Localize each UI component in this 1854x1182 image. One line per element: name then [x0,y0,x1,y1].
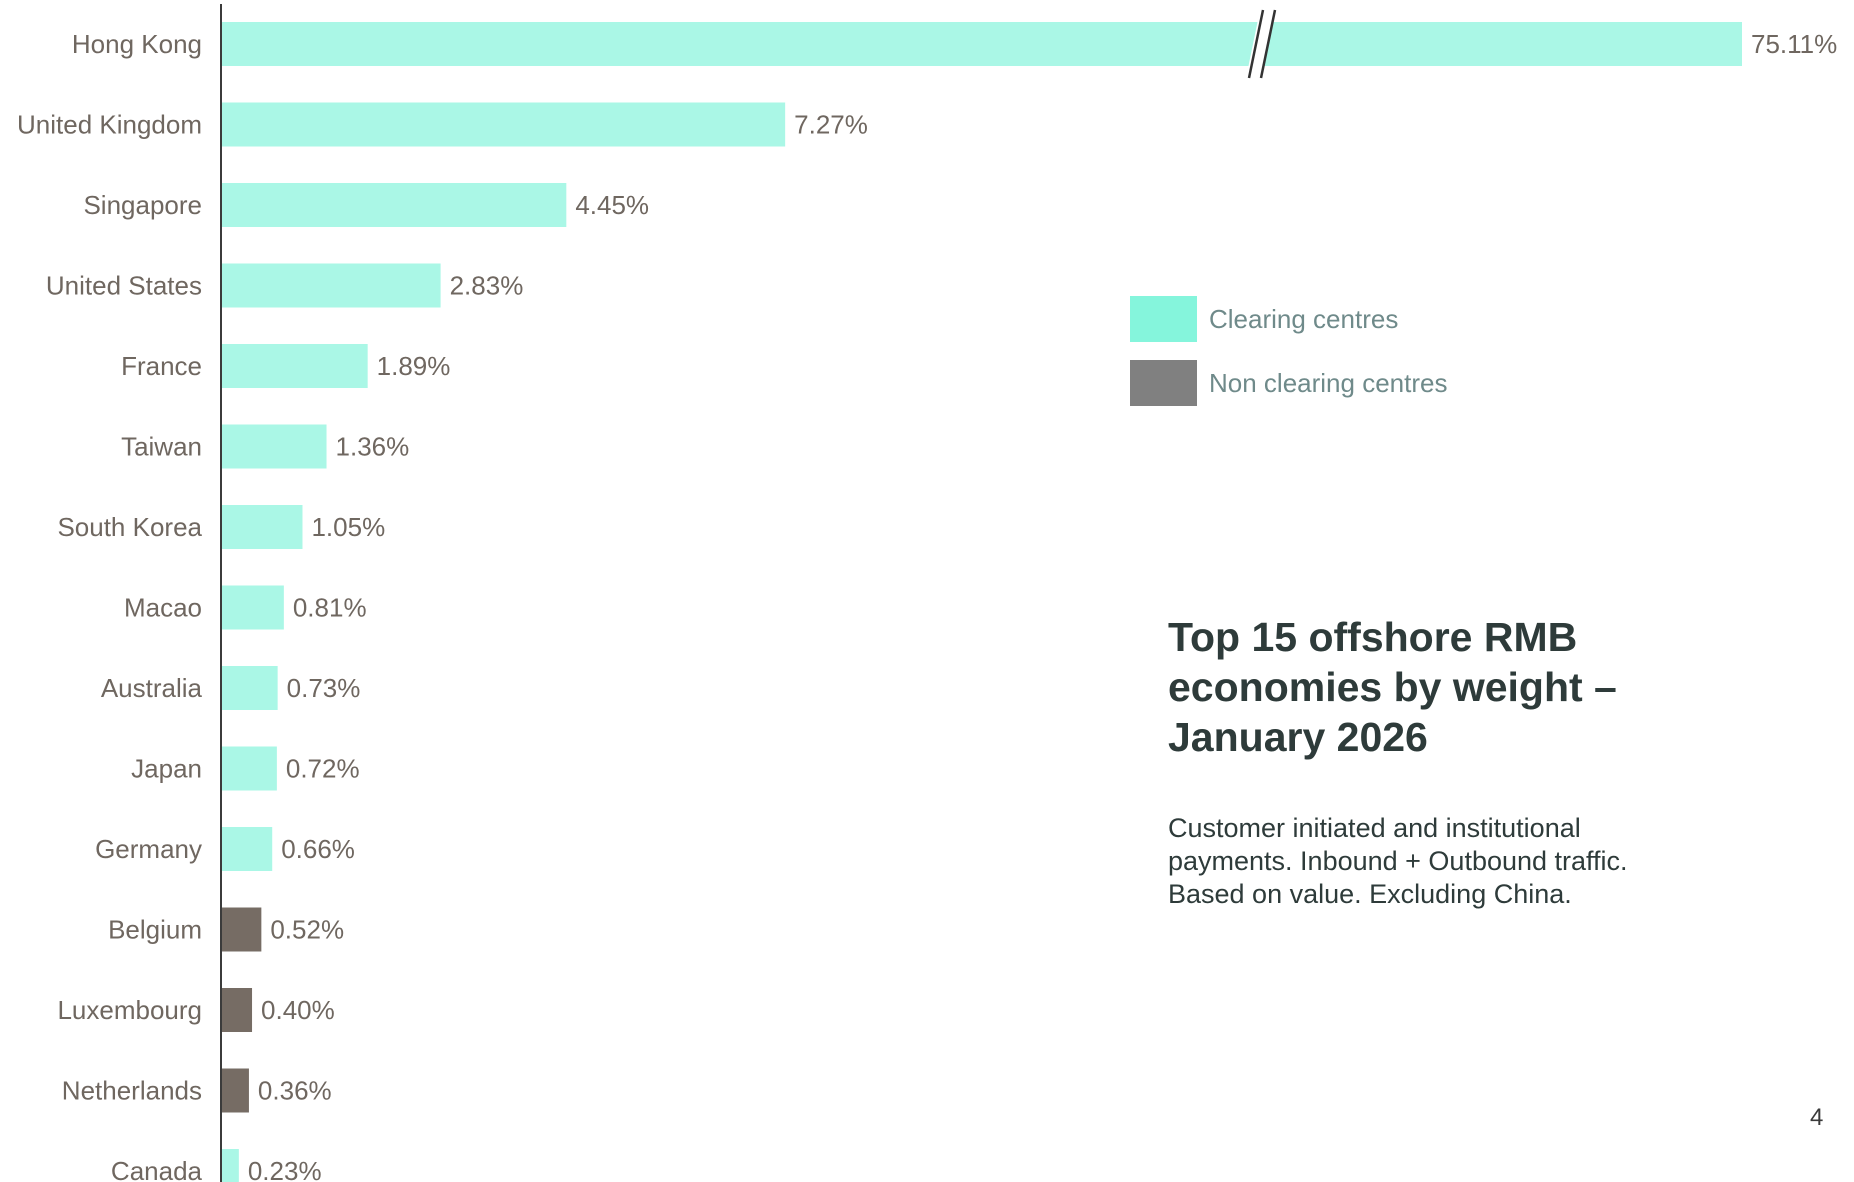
bar-japan [221,746,277,791]
category-label: Belgium [108,915,202,945]
bar-singapore [221,183,567,227]
bar-germany [221,827,273,871]
value-label: 1.36% [336,432,410,462]
chart-subtitle-line: Customer initiated and institutional [1168,813,1581,843]
bar-canada [221,1149,239,1182]
category-label: Canada [111,1156,203,1182]
category-label: Macao [124,593,202,623]
axis-break-line [1259,9,1277,79]
chart-subtitle: Customer initiated and institutional pay… [1168,812,1688,911]
value-label: 0.73% [287,673,361,703]
legend-swatch-clearing [1130,296,1197,342]
axis-break-mark [1246,9,1277,79]
bar-australia [221,666,278,710]
legend-swatch-non-clearing [1130,360,1197,406]
category-label: Luxembourg [57,995,202,1025]
legend-item-non-clearing: Non clearing centres [1130,360,1447,406]
legend: Clearing centres Non clearing centres [1130,296,1447,424]
chart-title-line: economies by weight – [1168,664,1617,710]
bar-south-korea [221,505,303,549]
bar-hong-kong [221,22,1742,66]
value-label: 1.89% [377,351,451,381]
value-label: 4.45% [575,190,649,220]
axis-break-line [1247,9,1265,79]
category-label: Singapore [83,190,202,220]
legend-label-clearing: Clearing centres [1209,303,1399,334]
value-label: 0.40% [261,995,335,1025]
category-label: Germany [95,834,202,864]
chart-title: Top 15 offshore RMB economies by weight … [1168,612,1688,762]
value-label: 0.36% [258,1076,332,1106]
category-label: Japan [131,754,202,784]
category-label: France [121,351,202,381]
category-label: South Korea [57,512,202,542]
value-label: 0.52% [270,915,344,945]
bar-macao [221,585,284,630]
value-labels-group: 75.11% 7.27% 4.45% 2.83% 1.89% 1.36% 1.05% 0.81… [248,29,1837,1182]
chart-title-line: January 2026 [1168,714,1428,760]
category-label: United Kingdom [17,110,202,140]
legend-item-clearing: Clearing centres [1130,296,1447,342]
value-label: 7.27% [794,110,868,140]
chart-subtitle-line: payments. Inbound + Outbound traffic. [1168,846,1628,876]
bar-luxembourg [221,988,253,1032]
bar-taiwan [221,424,327,469]
category-label: Australia [101,673,203,703]
chart-title-line: Top 15 offshore RMB [1168,614,1578,660]
bar-france [221,344,368,388]
chart-subtitle-line: Based on value. Excluding China. [1168,879,1572,909]
value-label: 0.72% [286,754,360,784]
bar-united-states [221,263,441,308]
bar-netherlands [221,1068,249,1113]
category-label: United States [46,271,202,301]
page-number: 4 [1810,1104,1824,1131]
category-label: Hong Kong [72,29,202,59]
bars-group [221,22,1742,1182]
value-label: 1.05% [311,512,385,542]
category-label: Taiwan [121,432,202,462]
category-labels-group: Hong Kong United Kingdom Singapore United S… [17,29,203,1182]
legend-label-non-clearing: Non clearing centres [1209,367,1448,398]
bar-united-kingdom [221,102,786,147]
value-label: 0.66% [281,834,355,864]
value-label: 75.11% [1751,29,1837,59]
bar-belgium [221,907,262,952]
value-label: 0.81% [293,593,367,623]
category-label: Netherlands [62,1076,202,1106]
value-label: 2.83% [450,271,524,301]
value-label: 0.23% [248,1156,322,1182]
